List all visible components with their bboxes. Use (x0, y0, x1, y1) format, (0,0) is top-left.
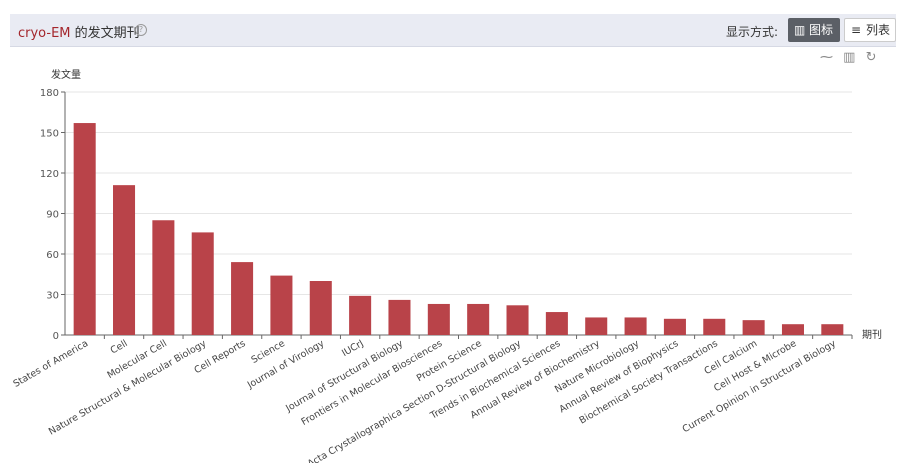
y-tick-label: 0 (53, 331, 59, 342)
bar (270, 275, 293, 335)
bar (191, 232, 214, 335)
page-title: cryo-EM 的发文期刊 (18, 22, 140, 41)
x-axis-label: 期刊 (862, 329, 882, 341)
bar (349, 295, 372, 335)
bar (113, 185, 136, 335)
chart-toolbox: ⁓ ▥ ↻ (820, 50, 882, 65)
x-tick-label: IUCrJ (340, 338, 366, 359)
y-axis-label: 发文量 (51, 68, 81, 81)
y-tick-label: 90 (46, 210, 59, 221)
y-tick-label: 180 (40, 88, 59, 99)
list-icon: ≡ (851, 23, 862, 37)
bar-chart-toggle-icon[interactable]: ▥ (843, 50, 856, 65)
title-rest: 的发文期刊 (70, 26, 140, 41)
list-view-label: 列表 (866, 23, 891, 37)
line-chart-icon[interactable]: ⁓ (820, 50, 833, 65)
bar (152, 220, 175, 335)
bar (467, 303, 490, 335)
bar-chart-icon: ▥ (794, 23, 806, 37)
bar (821, 324, 844, 335)
y-tick-label: 150 (40, 129, 59, 140)
display-mode-label: 显示方式: (726, 25, 779, 39)
bar (388, 299, 411, 335)
bar (545, 312, 568, 335)
chart-view-label: 图标 (809, 23, 834, 37)
y-tick-label: 120 (40, 169, 59, 180)
bar (231, 262, 254, 335)
y-tick-label: 60 (46, 250, 59, 261)
bar (624, 317, 647, 335)
bar (427, 303, 450, 335)
x-tick-label: Cell (109, 338, 130, 356)
bar (703, 318, 726, 335)
refresh-icon[interactable]: ↻ (865, 50, 877, 65)
y-tick-label: 30 (46, 291, 59, 302)
chart-view-button[interactable]: ▥ 图标 (788, 18, 840, 42)
bar (506, 305, 529, 335)
question-circle-icon[interactable]: ? (135, 24, 147, 36)
bar (663, 318, 686, 335)
title-keyword: cryo-EM (18, 26, 71, 41)
bar (585, 317, 608, 335)
bar (742, 320, 765, 335)
bar (781, 324, 804, 335)
header-bar: cryo-EM 的发文期刊 ? 显示方式: ▥ 图标 ≡ 列表 (10, 14, 896, 47)
x-tick-label: States of America (12, 338, 91, 390)
bar (309, 281, 332, 335)
bar (73, 123, 96, 335)
list-view-button[interactable]: ≡ 列表 (844, 18, 896, 42)
